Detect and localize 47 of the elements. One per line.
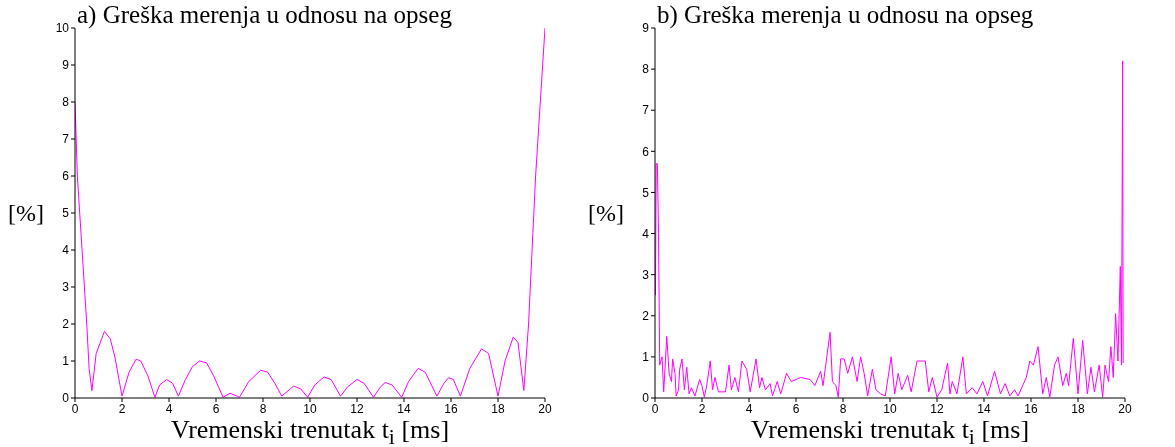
x-tick-label: 12 bbox=[930, 401, 944, 416]
x-tick-label: 2 bbox=[118, 401, 126, 416]
x-tick-label: 16 bbox=[1024, 401, 1038, 416]
y-tick-label: 9 bbox=[62, 58, 70, 73]
y-tick-label: 1 bbox=[642, 350, 650, 365]
y-tick-label: 4 bbox=[62, 243, 70, 258]
x-tick-label: 8 bbox=[259, 401, 267, 416]
y-tick-label: 6 bbox=[642, 144, 650, 159]
x-tick-label: 20 bbox=[538, 401, 552, 416]
x-tick-label: 14 bbox=[977, 401, 991, 416]
y-tick-label: 4 bbox=[642, 226, 650, 241]
y-tick-label: 6 bbox=[62, 169, 70, 184]
y-tick-label: 2 bbox=[642, 309, 650, 324]
x-tick-label: 18 bbox=[491, 401, 505, 416]
y-tick-label: 8 bbox=[642, 62, 650, 77]
x-tick-label: 6 bbox=[212, 401, 220, 416]
x-tick-label: 16 bbox=[444, 401, 458, 416]
y-tick-label: 10 bbox=[55, 21, 70, 36]
x-axis-title: Vremenski trenutak t$_{i}$ [ms] bbox=[169, 415, 451, 447]
y-tick-label: 0 bbox=[642, 391, 650, 406]
x-tick-label: 20 bbox=[1118, 401, 1132, 416]
x-tick-label: 14 bbox=[397, 401, 411, 416]
x-tick-label: 6 bbox=[792, 401, 800, 416]
x-axis-title: Vremenski trenutak t$_{i}$ [ms] bbox=[749, 415, 1031, 447]
x-tick-label: 18 bbox=[1071, 401, 1085, 416]
y-tick-label: 3 bbox=[62, 280, 70, 295]
y-axis-title: [%] bbox=[588, 200, 624, 227]
x-tick-label: 4 bbox=[165, 401, 173, 416]
y-tick-label: 7 bbox=[642, 103, 650, 118]
y-tick-label: 5 bbox=[642, 185, 650, 200]
x-tick-label: 10 bbox=[303, 401, 317, 416]
y-tick-label: 5 bbox=[62, 206, 70, 221]
y-tick-label: 2 bbox=[62, 317, 70, 332]
x-tick-label: 4 bbox=[745, 401, 753, 416]
x-tick-label: 2 bbox=[698, 401, 706, 416]
y-tick-label: 9 bbox=[642, 21, 650, 36]
y-tick-label: 3 bbox=[642, 267, 650, 282]
x-tick-label: 10 bbox=[883, 401, 897, 416]
x-tick-label: 8 bbox=[839, 401, 847, 416]
y-axis-title: [%] bbox=[8, 200, 44, 227]
chart-title: b) Greška merenja u odnosu na opseg bbox=[657, 1, 1034, 28]
y-tick-label: 1 bbox=[62, 354, 70, 369]
chart-title: a) Greška merenja u odnosu na opseg bbox=[77, 1, 452, 28]
y-tick-label: 7 bbox=[62, 132, 70, 147]
x-tick-label: 12 bbox=[350, 401, 364, 416]
y-tick-label: 0 bbox=[62, 391, 70, 406]
y-tick-label: 8 bbox=[62, 95, 70, 110]
